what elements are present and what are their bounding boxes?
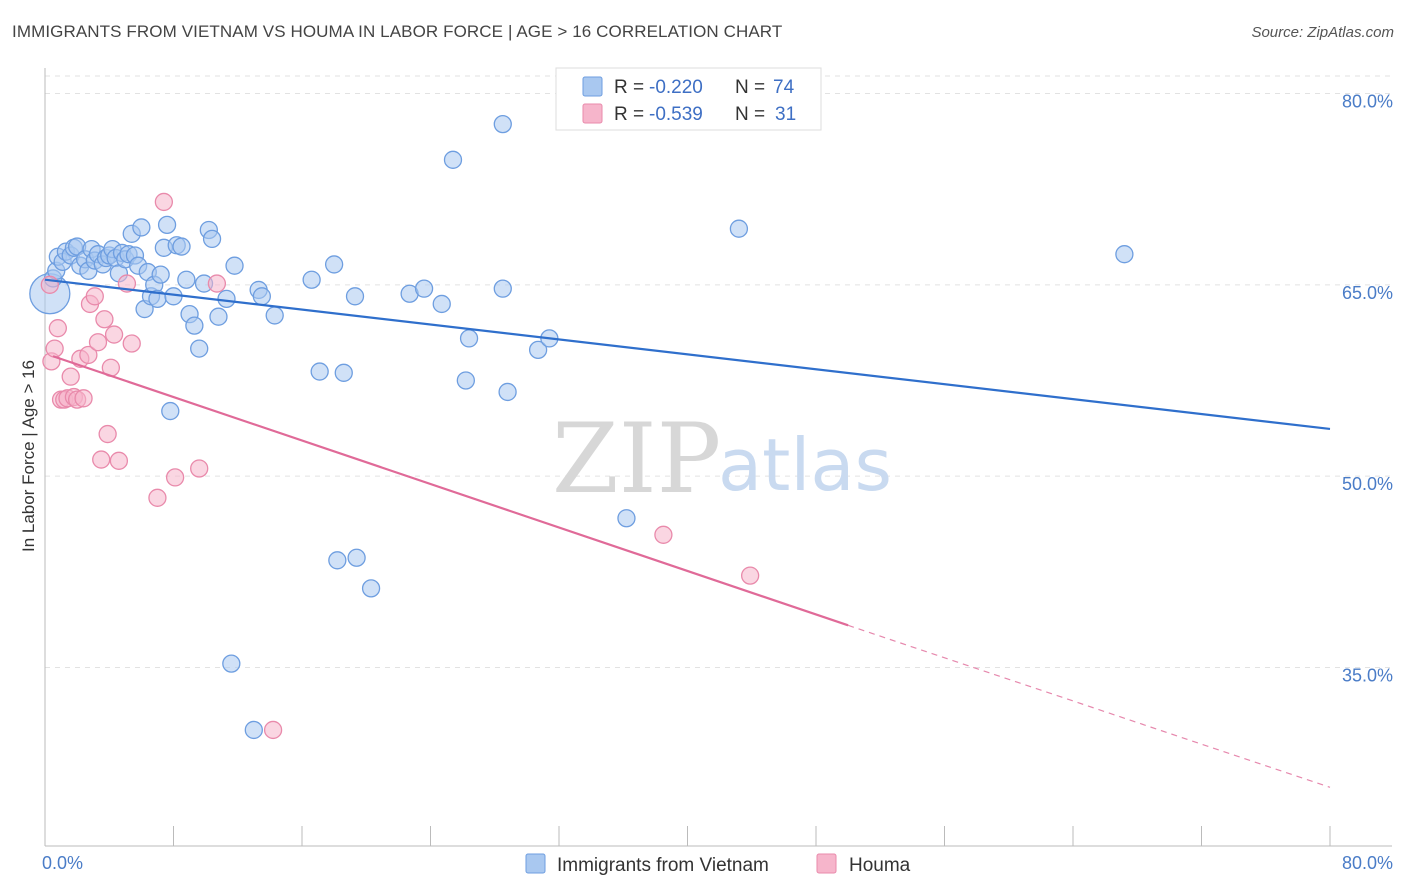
point-houma xyxy=(654,525,673,544)
point-houma xyxy=(109,451,129,470)
point-houma xyxy=(88,333,108,352)
point-vietnam xyxy=(190,339,209,358)
legend-n-label-houma: N = xyxy=(735,104,765,125)
point-vietnam xyxy=(222,654,241,673)
bottom-legend-swatch-vietnam xyxy=(525,853,546,874)
y-tick-label: 65.0% xyxy=(1342,283,1393,303)
y-tick-label: 35.0% xyxy=(1342,665,1393,685)
point-houma xyxy=(190,459,209,478)
point-houma xyxy=(40,275,59,294)
y-tick-label: 80.0% xyxy=(1342,92,1393,112)
source-credit: Source: ZipAtlas.com xyxy=(1251,24,1394,41)
axes xyxy=(44,68,1392,847)
point-houma xyxy=(148,488,167,507)
trend-lines xyxy=(44,278,1331,788)
point-vietnam xyxy=(361,579,381,598)
y-tick-label: 50.0% xyxy=(1342,474,1393,494)
point-houma xyxy=(61,367,80,386)
point-houma xyxy=(79,345,98,365)
x-tick-label-min: 0.0% xyxy=(42,853,83,873)
point-houma xyxy=(74,389,93,408)
point-houma xyxy=(98,424,117,444)
point-vietnam xyxy=(456,371,475,390)
point-vietnam xyxy=(265,306,284,325)
point-vietnam xyxy=(414,279,434,298)
point-vietnam xyxy=(252,287,271,306)
point-houma xyxy=(122,334,141,353)
point-vietnam xyxy=(161,401,180,421)
legend-n-label-vietnam: N = xyxy=(735,77,765,98)
bottom-legend: Immigrants from Vietnam Houma xyxy=(525,853,911,876)
point-vietnam xyxy=(334,363,353,382)
point-vietnam xyxy=(493,279,512,298)
point-houma xyxy=(165,468,185,487)
point-houma xyxy=(154,192,174,212)
point-vietnam xyxy=(202,229,222,249)
chart-title: IMMIGRANTS FROM VIETNAM VS HOUMA IN LABO… xyxy=(12,22,783,41)
point-vietnam xyxy=(345,287,365,306)
point-vietnam xyxy=(324,255,344,274)
point-vietnam xyxy=(302,270,321,289)
grid-lines xyxy=(45,75,1392,668)
y-axis-label: In Labor Force | Age > 16 xyxy=(19,360,38,552)
trend-line-houma-extension xyxy=(847,624,1331,788)
trend-line-vietnam xyxy=(44,278,1331,431)
point-vietnam xyxy=(185,316,204,335)
point-houma xyxy=(85,287,104,306)
point-houma xyxy=(740,566,760,585)
legend-n-value-houma: 31 xyxy=(775,104,796,125)
bottom-legend-swatch-houma xyxy=(816,853,837,874)
x-axis-ticks xyxy=(44,826,1331,846)
point-vietnam xyxy=(244,720,263,740)
point-houma xyxy=(45,339,64,358)
point-vietnam xyxy=(209,307,228,326)
watermark: ZIP atlas xyxy=(552,403,892,515)
point-vietnam xyxy=(498,382,517,402)
point-vietnam xyxy=(132,218,151,237)
point-vietnam xyxy=(310,362,329,381)
point-vietnam xyxy=(729,219,749,238)
legend-swatch-houma xyxy=(582,103,603,124)
legend-r-value-houma: -0.539 xyxy=(649,104,703,125)
series-vietnam-points xyxy=(29,114,1134,740)
point-vietnam xyxy=(151,265,170,284)
point-vietnam xyxy=(432,294,451,314)
watermark-zip: ZIP xyxy=(552,403,721,515)
point-houma xyxy=(207,274,227,293)
point-houma xyxy=(104,325,124,344)
legend-n-value-vietnam: 74 xyxy=(773,77,795,98)
point-houma xyxy=(48,319,67,338)
y-tick-labels: 35.0% 50.0% 65.0% 80.0% xyxy=(1342,92,1393,686)
point-vietnam xyxy=(459,329,479,348)
legend-r-label-houma: R = xyxy=(614,104,644,125)
point-vietnam xyxy=(217,289,236,308)
point-vietnam xyxy=(225,256,244,275)
watermark-atlas: atlas xyxy=(718,423,892,507)
point-vietnam xyxy=(157,215,177,235)
point-houma xyxy=(263,720,283,740)
legend-r-label-vietnam: R = xyxy=(614,77,644,98)
point-vietnam xyxy=(328,551,347,570)
point-vietnam xyxy=(528,340,548,360)
legend-swatch-vietnam xyxy=(582,76,603,97)
stats-legend: R = -0.220 N = 74 R = -0.539 N = 31 xyxy=(555,67,822,131)
point-vietnam xyxy=(172,237,191,256)
x-tick-label-max: 80.0% xyxy=(1342,853,1393,873)
point-vietnam xyxy=(617,509,636,528)
point-vietnam xyxy=(443,150,463,169)
point-vietnam xyxy=(493,114,512,134)
bottom-legend-label-vietnam: Immigrants from Vietnam xyxy=(557,855,769,876)
point-houma xyxy=(95,310,114,329)
point-vietnam xyxy=(1115,245,1134,264)
point-vietnam xyxy=(177,270,196,289)
trend-line-houma xyxy=(52,355,849,627)
legend-r-value-vietnam: -0.220 xyxy=(649,77,703,98)
point-houma xyxy=(92,450,111,469)
point-vietnam xyxy=(347,548,366,567)
bottom-legend-label-houma: Houma xyxy=(849,855,911,876)
